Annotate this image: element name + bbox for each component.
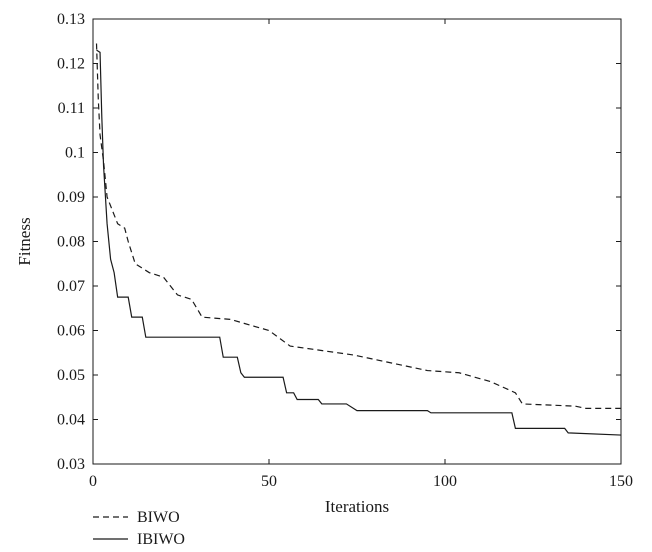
y-axis-label: Fitness [15, 217, 34, 265]
y-tick-label: 0.07 [57, 278, 85, 295]
y-tick-label: 0.12 [57, 56, 85, 73]
legend: BIWO IBIWO [93, 509, 185, 548]
y-axis-ticks: 0.03 0.04 0.05 0.06 0.07 0.08 0.09 0.1 0.11 0.12 0… [57, 11, 621, 473]
y-tick-label: 0.09 [57, 189, 85, 206]
x-axis-ticks: 0 50 100 150 [89, 19, 633, 490]
x-tick-label: 0 [89, 473, 97, 490]
legend-label-ibiwo: IBIWO [137, 531, 185, 548]
y-tick-label: 0.03 [57, 456, 85, 473]
y-tick-label: 0.11 [58, 100, 85, 117]
y-tick-label: 0.04 [57, 412, 85, 429]
series-line-ibiwo [96, 49, 622, 436]
plot-frame [92, 18, 622, 465]
series-line-biwo [95, 43, 621, 409]
y-tick-label: 0.05 [57, 367, 85, 384]
legend-label-biwo: BIWO [137, 509, 180, 526]
y-tick-label: 0.08 [57, 234, 85, 251]
y-tick-label: 0.13 [57, 11, 85, 28]
series-layer [95, 43, 622, 436]
x-axis-label: Iterations [325, 497, 389, 516]
y-tick-label: 0.1 [65, 145, 85, 162]
x-tick-label: 50 [261, 473, 277, 490]
x-tick-label: 150 [609, 473, 633, 490]
x-tick-label: 100 [433, 473, 457, 490]
y-tick-label: 0.06 [57, 323, 85, 340]
